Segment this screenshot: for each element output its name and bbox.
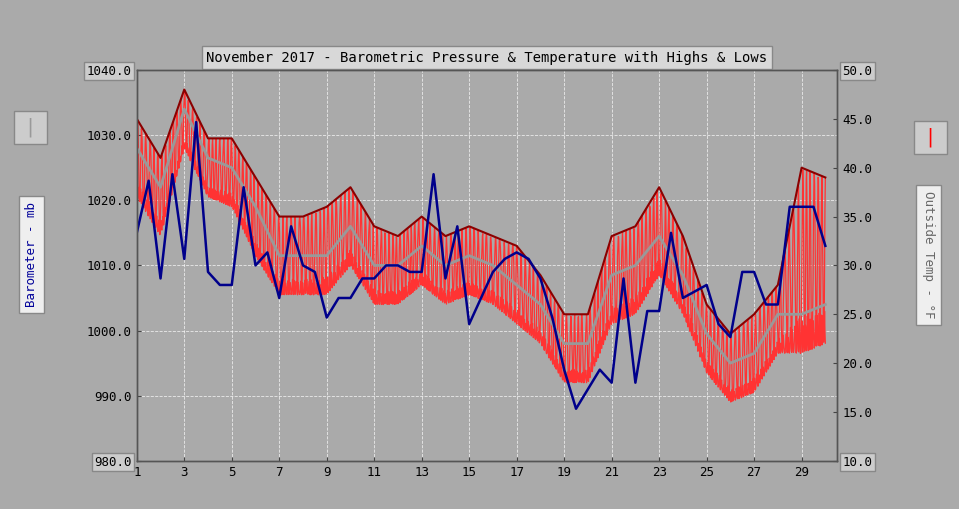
Text: |: | bbox=[21, 118, 40, 137]
Text: Outside Temp - °F: Outside Temp - °F bbox=[922, 191, 935, 318]
Text: Barometer - mb: Barometer - mb bbox=[25, 202, 38, 307]
Title: November 2017 - Barometric Pressure & Temperature with Highs & Lows: November 2017 - Barometric Pressure & Te… bbox=[206, 50, 767, 65]
Text: |: | bbox=[921, 128, 940, 147]
